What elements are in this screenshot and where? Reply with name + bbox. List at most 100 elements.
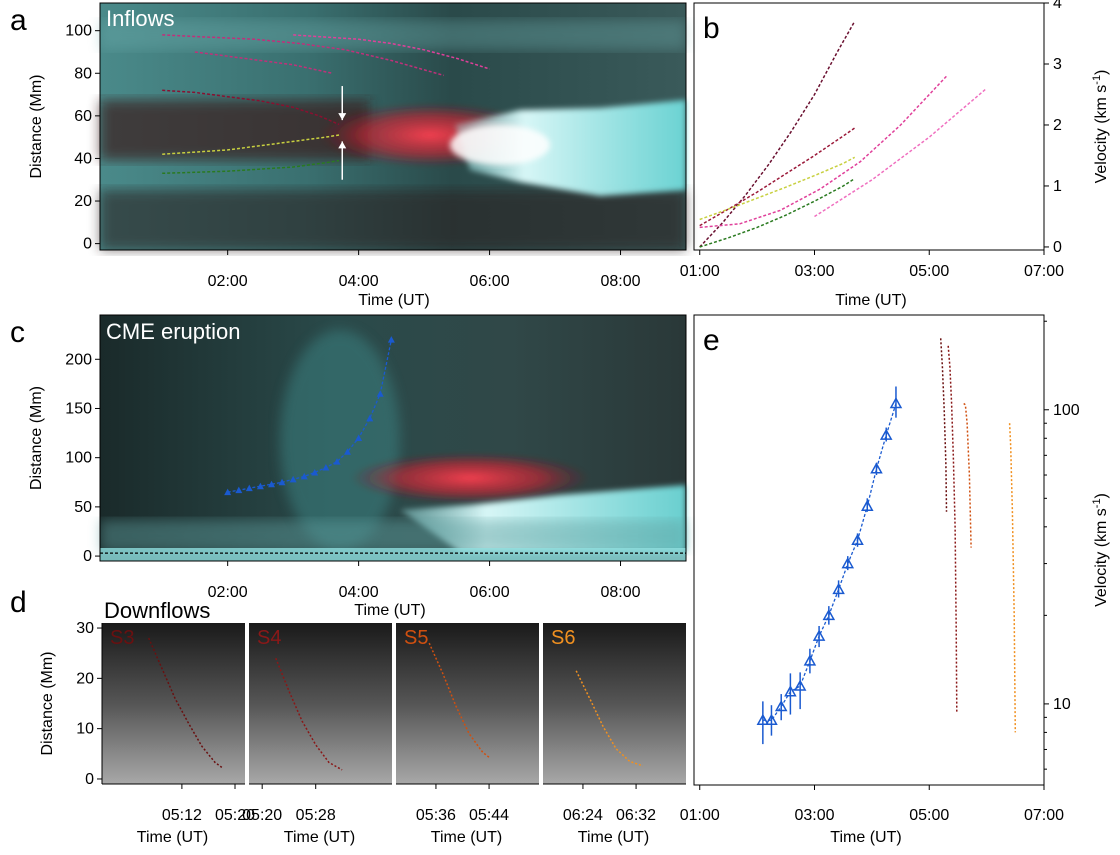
panel-d-ylabel: Distance (Mm) xyxy=(39,651,56,755)
panel-e-xtick-label-2: 05:00 xyxy=(909,807,949,824)
panel-a-inflow-line-6 xyxy=(162,159,340,175)
panel-e-cme-point-13 xyxy=(879,428,893,440)
panel-c-cme-point-15 xyxy=(387,336,395,343)
panel-d-S5-xtick-label-0: 05:36 xyxy=(416,807,456,824)
panel-c-cme-point-10 xyxy=(333,458,341,465)
panel-c-cme-line xyxy=(227,339,393,493)
panel-d-ytick-label-1: 10 xyxy=(76,721,94,738)
panel-e-cme-point-12 xyxy=(870,462,883,474)
panel-a-xlabel: Time (UT) xyxy=(358,292,429,309)
panel-e-cme-point-1 xyxy=(765,713,778,725)
panel-b-ytick-label-0: 0 xyxy=(1053,239,1062,256)
panel-c-cme-point-13 xyxy=(366,414,374,422)
panel-letter-a: a xyxy=(10,4,27,37)
panel-e-cme-point-5 xyxy=(803,654,817,666)
panel-d-downflow-line-S4 xyxy=(275,657,343,771)
panel-c-image xyxy=(100,315,686,561)
panel-a-inflow-line-5 xyxy=(162,134,340,155)
panel-a-overlay-title: Inflows xyxy=(106,6,174,31)
panel-b-ytick-label-2: 2 xyxy=(1053,117,1062,134)
plot-frames xyxy=(99,2,1045,786)
panel-a-xtick-label-2: 06:00 xyxy=(470,273,510,290)
panel-c-xtick-label-2: 06:00 xyxy=(470,584,510,601)
panel-d-subpanel-label-S6: S6 xyxy=(551,627,575,649)
panel-b-velocity-line-5 xyxy=(699,75,948,229)
panel-e-cme-point-4 xyxy=(793,679,807,691)
panel-c-cme-point-3 xyxy=(256,482,264,490)
panel-c-xtick-label-0: 02:00 xyxy=(208,584,248,601)
panel-c-xlabel: Time (UT) xyxy=(354,602,425,619)
panel-d-S5-xlabel: Time (UT) xyxy=(431,829,502,846)
panel-a-arrow-head-2 xyxy=(338,141,347,149)
panel-c-ytick-label-1: 50 xyxy=(74,499,92,516)
panel-e-ytick-label-1: 100 xyxy=(1053,402,1080,419)
panel-c-cme-point-8 xyxy=(311,468,319,476)
panel-d-ytick-label-2: 20 xyxy=(76,670,94,687)
panel-b-ylabel: Velocity (km s-1) xyxy=(1091,70,1110,184)
panel-c-ytick-label-3: 150 xyxy=(65,400,92,417)
panel-d-subpanel-label-S5: S5 xyxy=(404,627,428,649)
panel-d-images xyxy=(102,623,686,784)
panel-e-cme-point-10 xyxy=(851,533,864,546)
panel-c-cme-point-0 xyxy=(224,488,232,496)
panel-d-S4-xlabel: Time (UT) xyxy=(284,829,355,846)
panel-e-cme-point-8 xyxy=(832,582,845,595)
panel-c-cme-point-5 xyxy=(278,478,286,486)
panel-b-xtick-label-0: 01:00 xyxy=(680,263,720,280)
panel-d-S6-xtick-label-0: 06:24 xyxy=(563,807,603,824)
panel-d-ytick-label-0: 0 xyxy=(85,771,94,788)
panel-b-velocity-line-3 xyxy=(699,156,856,221)
panel-d-ytick-label-3: 30 xyxy=(76,620,94,637)
panel-b-velocity-line-2 xyxy=(699,127,856,227)
panel-b-xtick-label-1: 03:00 xyxy=(794,263,834,280)
panel-e-cme-point-2 xyxy=(774,699,788,712)
panel-e-downflow-line-S5 xyxy=(963,402,972,548)
panel-e-xtick-label-3: 07:00 xyxy=(1024,807,1064,824)
panel-a-inflow-line-1 xyxy=(293,34,490,70)
panel-d-S4-xtick-label-1: 05:28 xyxy=(296,807,336,824)
panel-e-cme-point-3 xyxy=(784,685,797,697)
panel-b-velocity-line-1 xyxy=(699,20,856,248)
panel-a-xtick-label-1: 04:00 xyxy=(339,273,379,290)
panel-a-ylabel: Distance (Mm) xyxy=(28,74,45,178)
panel-c-cme-point-4 xyxy=(268,480,276,488)
panel-e-cme-point-7 xyxy=(822,608,836,621)
panel-d-downflow-line-S3 xyxy=(148,637,223,769)
panel-d-S4-xtick-label-0: 05:20 xyxy=(242,807,282,824)
panel-letter-e: e xyxy=(703,324,720,357)
panel-e-cme-point-11 xyxy=(861,499,874,511)
panel-d-S5-xtick-label-1: 05:44 xyxy=(469,807,509,824)
panel-e-cme-line xyxy=(762,403,897,721)
panel-b-ytick-label-4: 4 xyxy=(1053,0,1062,12)
panel-e-cme-point-9 xyxy=(841,557,855,569)
panel-a-inflow-line-2 xyxy=(162,34,444,77)
panel-d-S6-xtick-label-1: 06:32 xyxy=(616,807,656,824)
panel-b-xtick-label-2: 05:00 xyxy=(909,263,949,280)
panel-e-ytick-label-0: 10 xyxy=(1053,696,1071,713)
panel-a-image xyxy=(100,3,686,250)
panel-b-xlabel: Time (UT) xyxy=(835,292,906,309)
panel-a-ytick-label-0: 0 xyxy=(83,236,92,253)
panel-letter-c: c xyxy=(10,316,25,349)
panel-c-cme-point-6 xyxy=(289,475,297,483)
panel-a-xtick-label-3: 08:00 xyxy=(601,273,641,290)
panel-a-inflow-line-4 xyxy=(162,89,340,126)
panel-d-S6-xlabel: Time (UT) xyxy=(578,829,649,846)
panel-c-cme-point-2 xyxy=(245,484,253,492)
panel-b-ytick-label-1: 1 xyxy=(1053,178,1062,195)
panel-e-xtick-label-0: 01:00 xyxy=(680,807,720,824)
panel-e-cme-point-0 xyxy=(756,713,770,725)
panel-a-inflow-line-3 xyxy=(194,51,333,75)
panel-c-cme-point-1 xyxy=(235,486,243,494)
panel-e-downflow-line-S6 xyxy=(1008,423,1017,733)
panel-c-cme-point-12 xyxy=(355,434,363,441)
panel-letter-d: d xyxy=(10,586,27,619)
panel-e-downflow-line-S4 xyxy=(947,345,958,714)
panel-c-xtick-label-1: 04:00 xyxy=(339,584,379,601)
panel-c-xtick-label-3: 08:00 xyxy=(601,584,641,601)
panel-a-xtick-label-0: 02:00 xyxy=(208,273,248,290)
panel-e-xtick-label-1: 03:00 xyxy=(794,807,834,824)
panel-b-xtick-label-3: 07:00 xyxy=(1024,263,1064,280)
